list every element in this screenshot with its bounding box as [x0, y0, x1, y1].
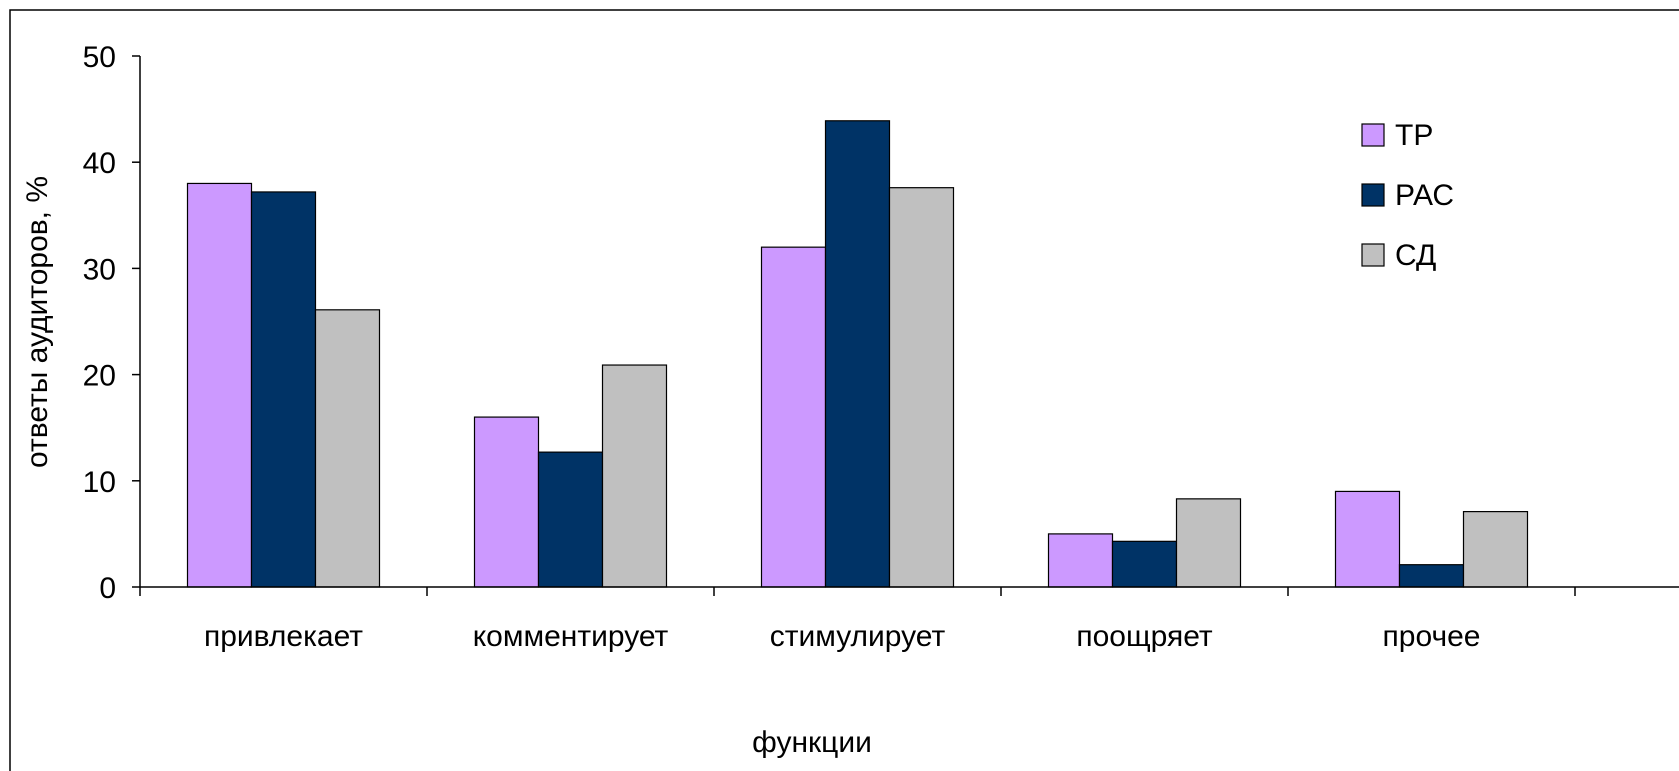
bar-1-5	[1334, 490, 1401, 588]
x-tick-label: комментирует	[473, 620, 669, 653]
legend-label: ТР	[1395, 119, 1433, 152]
bar-1-3	[760, 246, 827, 588]
legend-label: СД	[1395, 239, 1436, 272]
x-tick-label: стимулирует	[770, 620, 946, 653]
bar-1-2	[473, 416, 540, 588]
y-tick-label: 10	[83, 466, 116, 499]
bar-1-4	[1047, 533, 1114, 588]
bars-group	[186, 120, 1529, 588]
bar-3-4	[1175, 498, 1242, 588]
y-tick-label: 50	[83, 41, 116, 74]
legend-label: РАС	[1395, 179, 1454, 212]
bar-2-2	[537, 451, 604, 588]
bar-3-3	[888, 187, 955, 588]
bar-2-4	[1111, 540, 1178, 588]
bar-2-1	[250, 191, 317, 588]
x-tick-label: прочее	[1383, 620, 1481, 653]
y-axis-title: ответы аудиторов, %	[21, 176, 54, 468]
y-ticks-group: 0 10 20 30 40 50	[83, 41, 140, 605]
y-tick-label: 30	[83, 253, 116, 286]
legend-swatch	[1361, 123, 1385, 147]
x-ticks-group: привлекает комментирует стимулирует поощряе…	[139, 587, 1576, 653]
legend: ТР РАС СД	[1361, 119, 1454, 272]
bar-2-3	[824, 120, 891, 588]
bar-3-2	[601, 364, 668, 588]
y-tick-label: 20	[83, 360, 116, 393]
legend-swatch	[1361, 243, 1385, 267]
y-tick-label: 0	[99, 572, 116, 605]
y-tick-label: 40	[83, 147, 116, 180]
bar-1-1	[186, 182, 253, 588]
legend-swatch	[1361, 183, 1385, 207]
bar-3-1	[314, 309, 381, 588]
x-tick-label: привлекает	[204, 620, 363, 653]
bar-3-5	[1462, 510, 1529, 588]
x-tick-label: поощряет	[1076, 620, 1213, 653]
bar-2-5	[1398, 564, 1465, 588]
x-axis-title: функции	[752, 726, 872, 759]
